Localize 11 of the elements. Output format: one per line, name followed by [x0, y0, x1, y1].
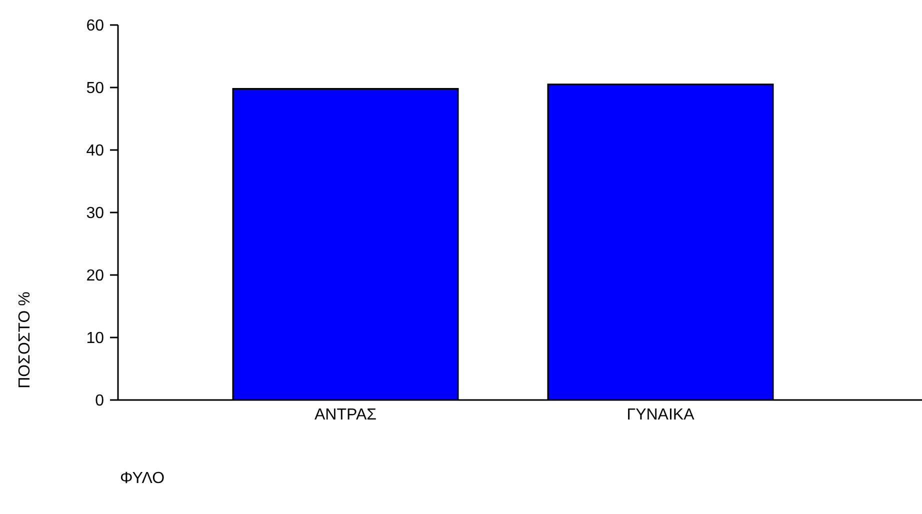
- y-tick-label: 60: [86, 18, 104, 35]
- y-tick-label: 30: [86, 205, 104, 222]
- y-tick-label: 20: [86, 268, 104, 285]
- y-tick-label: 40: [86, 142, 104, 160]
- y-axis-title: ΠΟΣΟΣΤΟ %: [16, 292, 34, 388]
- y-tick-label: 50: [86, 80, 104, 98]
- x-tick-label: ΑΝΤΡΑΣ: [314, 406, 377, 424]
- x-tick-label: ΓΥΝΑΙΚΑ: [626, 406, 695, 424]
- y-tick-label: 0: [95, 392, 104, 410]
- x-axis-title: ΦΥΛΟ: [120, 470, 165, 488]
- y-tick-label: 10: [86, 330, 104, 348]
